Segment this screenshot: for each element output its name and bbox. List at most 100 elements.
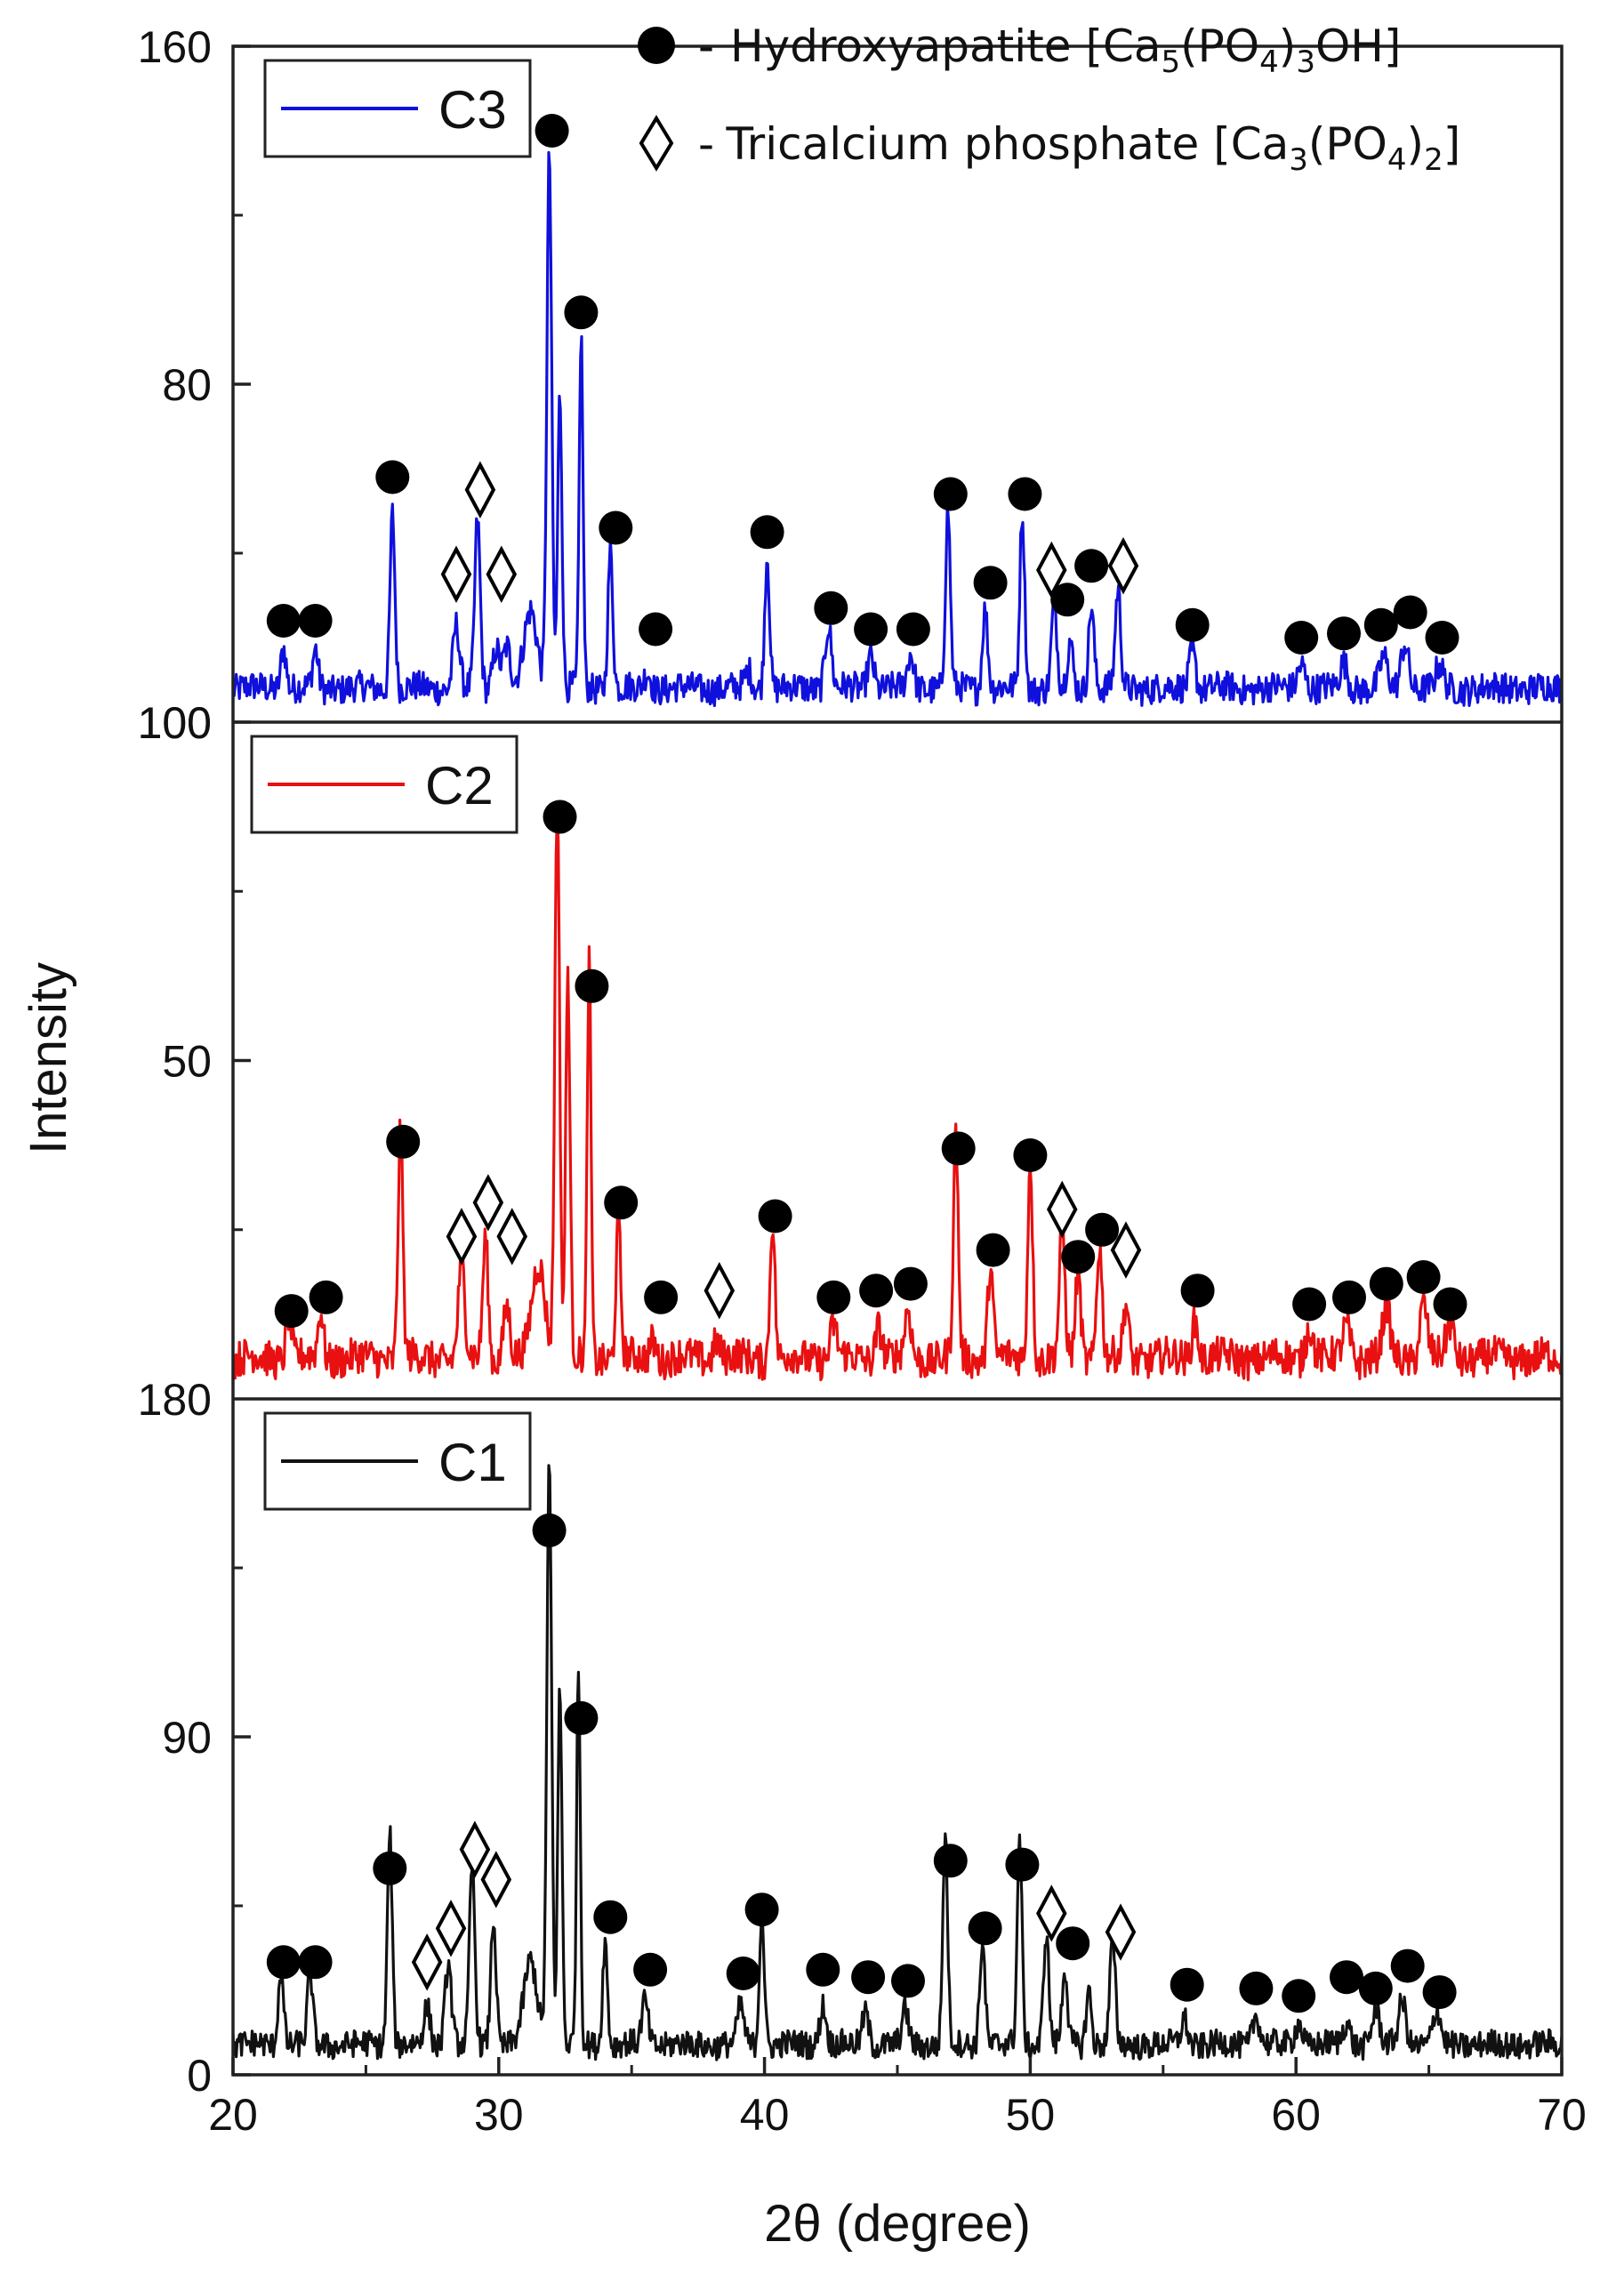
x-tick-label-20: 20 <box>208 2090 258 2140</box>
hydroxyapatite-marker-c2-3 <box>543 800 577 834</box>
tcp-marker-c1-3 <box>480 1851 512 1908</box>
hydroxyapatite-marker-c1-12 <box>933 1844 968 1878</box>
hydroxyapatite-marker-c1-9 <box>806 1952 840 1987</box>
hydroxyapatite-marker-c2-10 <box>893 1266 928 1301</box>
hydroxyapatite-marker-c3-12 <box>973 566 1008 600</box>
tcp-marker-c2-2 <box>496 1208 528 1266</box>
hydroxyapatite-marker-c2-18 <box>1332 1280 1366 1314</box>
hydroxyapatite-marker-c3-21 <box>1425 621 1459 655</box>
key-label: - Tricalcium phosphate [Ca3(PO4)2] <box>698 118 1460 178</box>
hydroxyapatite-marker-c3-0 <box>266 604 301 638</box>
hydroxyapatite-marker-c2-21 <box>1433 1287 1467 1322</box>
hydroxyapatite-marker-c1-6 <box>633 1952 668 1987</box>
tcp-marker-c1-0 <box>411 1933 443 1991</box>
hydroxyapatite-marker-c1-11 <box>891 1964 925 1998</box>
tcp-marker-c3-2 <box>486 545 518 603</box>
hydroxyapatite-marker-c3-17 <box>1284 621 1319 655</box>
x-tick-label-70: 70 <box>1537 2090 1587 2140</box>
hydroxyapatite-marker-c2-6 <box>644 1280 679 1314</box>
hydroxyapatite-marker-c1-17 <box>1239 1971 1274 2005</box>
panel-c1: C1 <box>231 1411 1564 2061</box>
tcp-marker-c2-5 <box>1110 1221 1142 1279</box>
hydroxyapatite-marker-c2-8 <box>816 1280 851 1314</box>
hydroxyapatite-marker-c3-7 <box>750 515 784 550</box>
legend-c2: C2 <box>250 735 519 834</box>
hydroxyapatite-marker-c2-15 <box>1085 1212 1120 1247</box>
hydroxyapatite-marker-c3-15 <box>1074 549 1109 583</box>
hydroxyapatite-marker-c2-2 <box>386 1124 421 1159</box>
x-tick-label-40: 40 <box>740 2090 790 2140</box>
tcp-marker-c2-0 <box>446 1208 478 1266</box>
y-axis-title: Intensity <box>20 962 77 1154</box>
y-tick-label-c1-1: 90 <box>162 1713 212 1763</box>
hydroxyapatite-marker-c1-7 <box>726 1957 760 1990</box>
hydroxyapatite-marker-c3-11 <box>933 477 968 511</box>
tcp-marker-c1-1 <box>435 1900 467 1957</box>
hydroxyapatite-marker-c2-13 <box>1013 1138 1048 1172</box>
hydroxyapatite-marker-c2-5 <box>604 1185 639 1220</box>
hydroxyapatite-marker-c2-16 <box>1180 1274 1215 1308</box>
tcp-marker-c2-3 <box>703 1262 736 1320</box>
x-tick-label-60: 60 <box>1271 2090 1321 2140</box>
tcp-marker-c3-0 <box>440 545 472 603</box>
tcp-marker-c2-1 <box>472 1174 504 1232</box>
key-entry-hydroxyapatite: - Hydroxyapatite [Ca5(PO4)3OH] <box>638 20 1401 80</box>
series-line-c2 <box>231 812 1564 1382</box>
y-tick-label-c3-0: 80 <box>162 360 212 410</box>
legend-label-c1: C1 <box>438 1433 507 1492</box>
marker-key: - Hydroxyapatite [Ca5(PO4)3OH] - Tricalcium… <box>638 20 1460 178</box>
hydroxyapatite-marker-c1-1 <box>298 1945 333 1980</box>
hydroxyapatite-marker-c1-22 <box>1422 1975 1457 2010</box>
hydroxyapatite-marker-c3-10 <box>896 612 930 647</box>
key-circle-symbol <box>638 27 675 64</box>
hydroxyapatite-marker-c1-19 <box>1330 1960 1363 1995</box>
hydroxyapatite-marker-c3-5 <box>599 510 633 545</box>
hydroxyapatite-marker-c2-20 <box>1406 1260 1441 1294</box>
hydroxyapatite-marker-c3-1 <box>298 604 333 638</box>
hydroxyapatite-marker-c3-16 <box>1175 607 1210 642</box>
tcp-marker-c2-4 <box>1046 1180 1078 1239</box>
hydroxyapatite-marker-c3-2 <box>375 460 410 494</box>
hydroxyapatite-marker-c1-10 <box>851 1960 886 1995</box>
hydroxyapatite-marker-c1-0 <box>266 1945 301 1980</box>
legend-label-c2: C2 <box>425 756 494 816</box>
legend-c1: C1 <box>263 1411 532 1511</box>
y-bottom-label-c3: 100 <box>138 698 212 748</box>
tcp-marker-c3-1 <box>464 461 496 518</box>
hydroxyapatite-marker-c1-18 <box>1282 1979 1316 2013</box>
hydroxyapatite-marker-c3-3 <box>535 114 569 148</box>
hydroxyapatite-marker-c3-4 <box>564 295 599 330</box>
plot-frame <box>231 44 1564 2077</box>
hydroxyapatite-marker-c3-20 <box>1393 595 1427 630</box>
hydroxyapatite-marker-c1-21 <box>1390 1949 1425 1983</box>
y-tick-label-c2-1: 100 <box>138 698 212 748</box>
hydroxyapatite-marker-c3-14 <box>1050 583 1085 617</box>
hydroxyapatite-marker-c2-7 <box>758 1199 792 1233</box>
hydroxyapatite-marker-c3-8 <box>814 591 848 625</box>
x-tick-label-50: 50 <box>1006 2090 1056 2140</box>
y-tick-label-c2-0: 50 <box>162 1037 212 1087</box>
hydroxyapatite-marker-c2-17 <box>1292 1287 1327 1322</box>
hydroxyapatite-marker-c1-13 <box>968 1911 1002 1946</box>
hydroxyapatite-marker-c2-11 <box>941 1131 976 1166</box>
series-line-c3 <box>231 150 1564 708</box>
tcp-marker-c3-3 <box>1036 541 1067 599</box>
hydroxyapatite-marker-c1-4 <box>564 1700 599 1735</box>
x-axis-title: 2θ (degree) <box>764 2195 1031 2253</box>
series-line-c1 <box>231 1464 1564 2061</box>
tcp-marker-c1-4 <box>1036 1884 1067 1942</box>
panel-c3: C3 <box>231 59 1564 708</box>
plot-panels: C3 C2 C1 <box>231 59 1564 2061</box>
hydroxyapatite-marker-c1-15 <box>1056 1926 1090 1961</box>
hydroxyapatite-marker-c3-6 <box>639 612 673 647</box>
hydroxyapatite-marker-c3-9 <box>854 612 888 647</box>
hydroxyapatite-marker-c1-3 <box>532 1513 567 1547</box>
hydroxyapatite-marker-c3-13 <box>1008 477 1042 511</box>
tcp-marker-c1-5 <box>1105 1903 1137 1961</box>
tcp-marker-c3-4 <box>1107 537 1139 595</box>
hydroxyapatite-marker-c2-14 <box>1061 1240 1096 1274</box>
tcp-marker-c1-2 <box>459 1820 491 1878</box>
hydroxyapatite-marker-c2-1 <box>309 1280 343 1314</box>
